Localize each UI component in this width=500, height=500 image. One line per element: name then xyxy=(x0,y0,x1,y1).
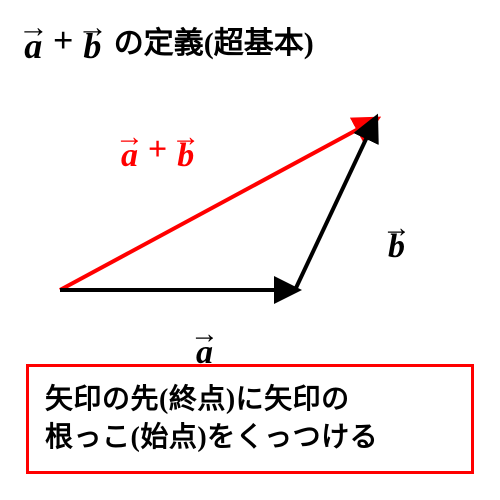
title-formula: → a + → b xyxy=(18,19,108,62)
vector-b-symbol: → b xyxy=(171,130,200,170)
vector-b-symbol: → b xyxy=(77,19,108,62)
arrow-icon: → xyxy=(18,21,49,33)
arrow-icon: → xyxy=(190,329,219,341)
vector-b-arrow xyxy=(295,120,375,290)
title-japanese: の定義(超基本) xyxy=(114,18,314,62)
vector-a-symbol: → a xyxy=(18,19,49,62)
vector-a-symbol: → a xyxy=(115,130,144,170)
plus-sign: + xyxy=(53,19,74,61)
plus-sign: + xyxy=(148,131,167,169)
arrow-icon: → xyxy=(382,223,411,235)
page-title: → a + → b の定義(超基本) xyxy=(18,18,314,62)
arrow-icon: → xyxy=(115,132,144,144)
label-sum: → a + → b xyxy=(115,130,200,170)
vector-b-symbol: → b xyxy=(382,221,411,261)
label-a: → a xyxy=(190,312,219,367)
label-b: → b xyxy=(382,206,411,261)
vector-sum-arrow xyxy=(60,120,375,290)
arrow-icon: → xyxy=(77,21,108,33)
explanation-box: 矢印の先(終点)に矢印の 根っこ(始点)をくっつける xyxy=(26,364,474,474)
explanation-text: 矢印の先(終点)に矢印の 根っこ(始点)をくっつける xyxy=(45,381,455,457)
vector-a-symbol: → a xyxy=(190,327,219,367)
arrow-icon: → xyxy=(171,132,200,144)
